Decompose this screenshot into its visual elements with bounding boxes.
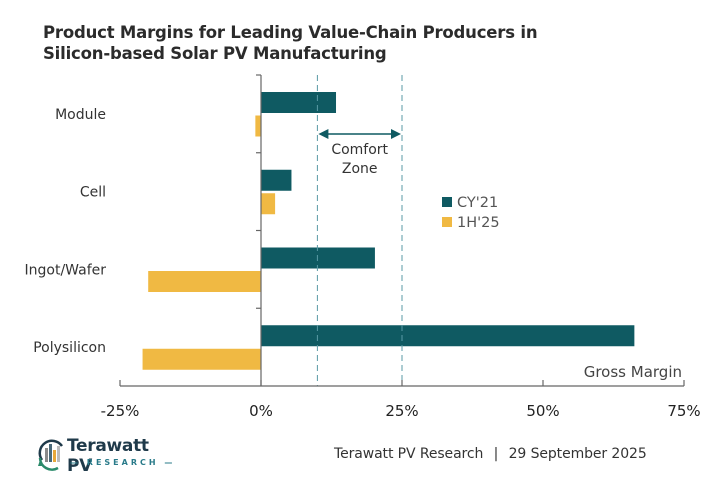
legend-swatch-1h25 — [442, 217, 452, 227]
x-tick-label: 75% — [667, 402, 700, 420]
x-tick-label: -25% — [101, 402, 140, 420]
category-label: Polysilicon — [33, 340, 106, 356]
legend-group: CY'21 1H'25 — [442, 195, 500, 231]
x-tick-label: 0% — [249, 402, 273, 420]
footer-date: 29 September 2025 — [508, 446, 647, 462]
axes-group: Module Cell Ingot/Wafer Polysilicon -25% 0% 25… — [25, 74, 701, 420]
chart-title-line-2: Silicon-based Solar PV Manufacturing — [43, 44, 387, 63]
chart-title: Product Margins for Leading Value-Chain … — [43, 22, 538, 64]
x-tick-label: 50% — [526, 402, 559, 420]
footer-source-name: Terawatt PV Research — [334, 446, 484, 462]
logo-subtitle: — RESEARCH — — [70, 458, 176, 467]
bar-ingot-wafer-1h25 — [148, 271, 261, 292]
x-axis-label: Gross Margin — [584, 363, 682, 381]
chart-title-line-1: Product Margins for Leading Value-Chain … — [43, 23, 538, 42]
category-label: Cell — [80, 185, 106, 201]
arrow-right-head-icon — [391, 129, 401, 139]
bar-module-cy21 — [261, 92, 337, 113]
comfort-zone-label: Zone — [342, 161, 378, 177]
bar-module-1h25 — [255, 115, 261, 137]
footer-separator: | — [493, 446, 499, 462]
bar-polysilicon-cy21 — [261, 325, 635, 347]
bar-cell-1h25 — [261, 193, 276, 215]
category-label: Module — [55, 107, 106, 123]
bar-polysilicon-1h25 — [142, 348, 261, 370]
category-label: Ingot/Wafer — [25, 262, 107, 278]
x-tick-label: 25% — [385, 402, 418, 420]
logo-name: Terawatt PV — [67, 436, 149, 476]
legend-label-1h25: 1H'25 — [457, 215, 500, 231]
bar-cell-cy21 — [261, 169, 292, 191]
legend-swatch-cy21 — [442, 197, 452, 207]
legend-label-cy21: CY'21 — [457, 195, 498, 211]
annotations-group: Comfort Zone — [316, 75, 403, 386]
arrow-left-head-icon — [318, 129, 329, 139]
logo-bars-icon — [38, 439, 64, 471]
comfort-zone-label: Comfort — [331, 142, 388, 158]
bars-group — [142, 92, 635, 370]
bar-ingot-wafer-cy21 — [261, 247, 375, 269]
terawatt-logo: Terawatt PV — RESEARCH — — [36, 436, 176, 476]
footer-source: Terawatt PV Research | 29 September 2025 — [334, 446, 647, 462]
